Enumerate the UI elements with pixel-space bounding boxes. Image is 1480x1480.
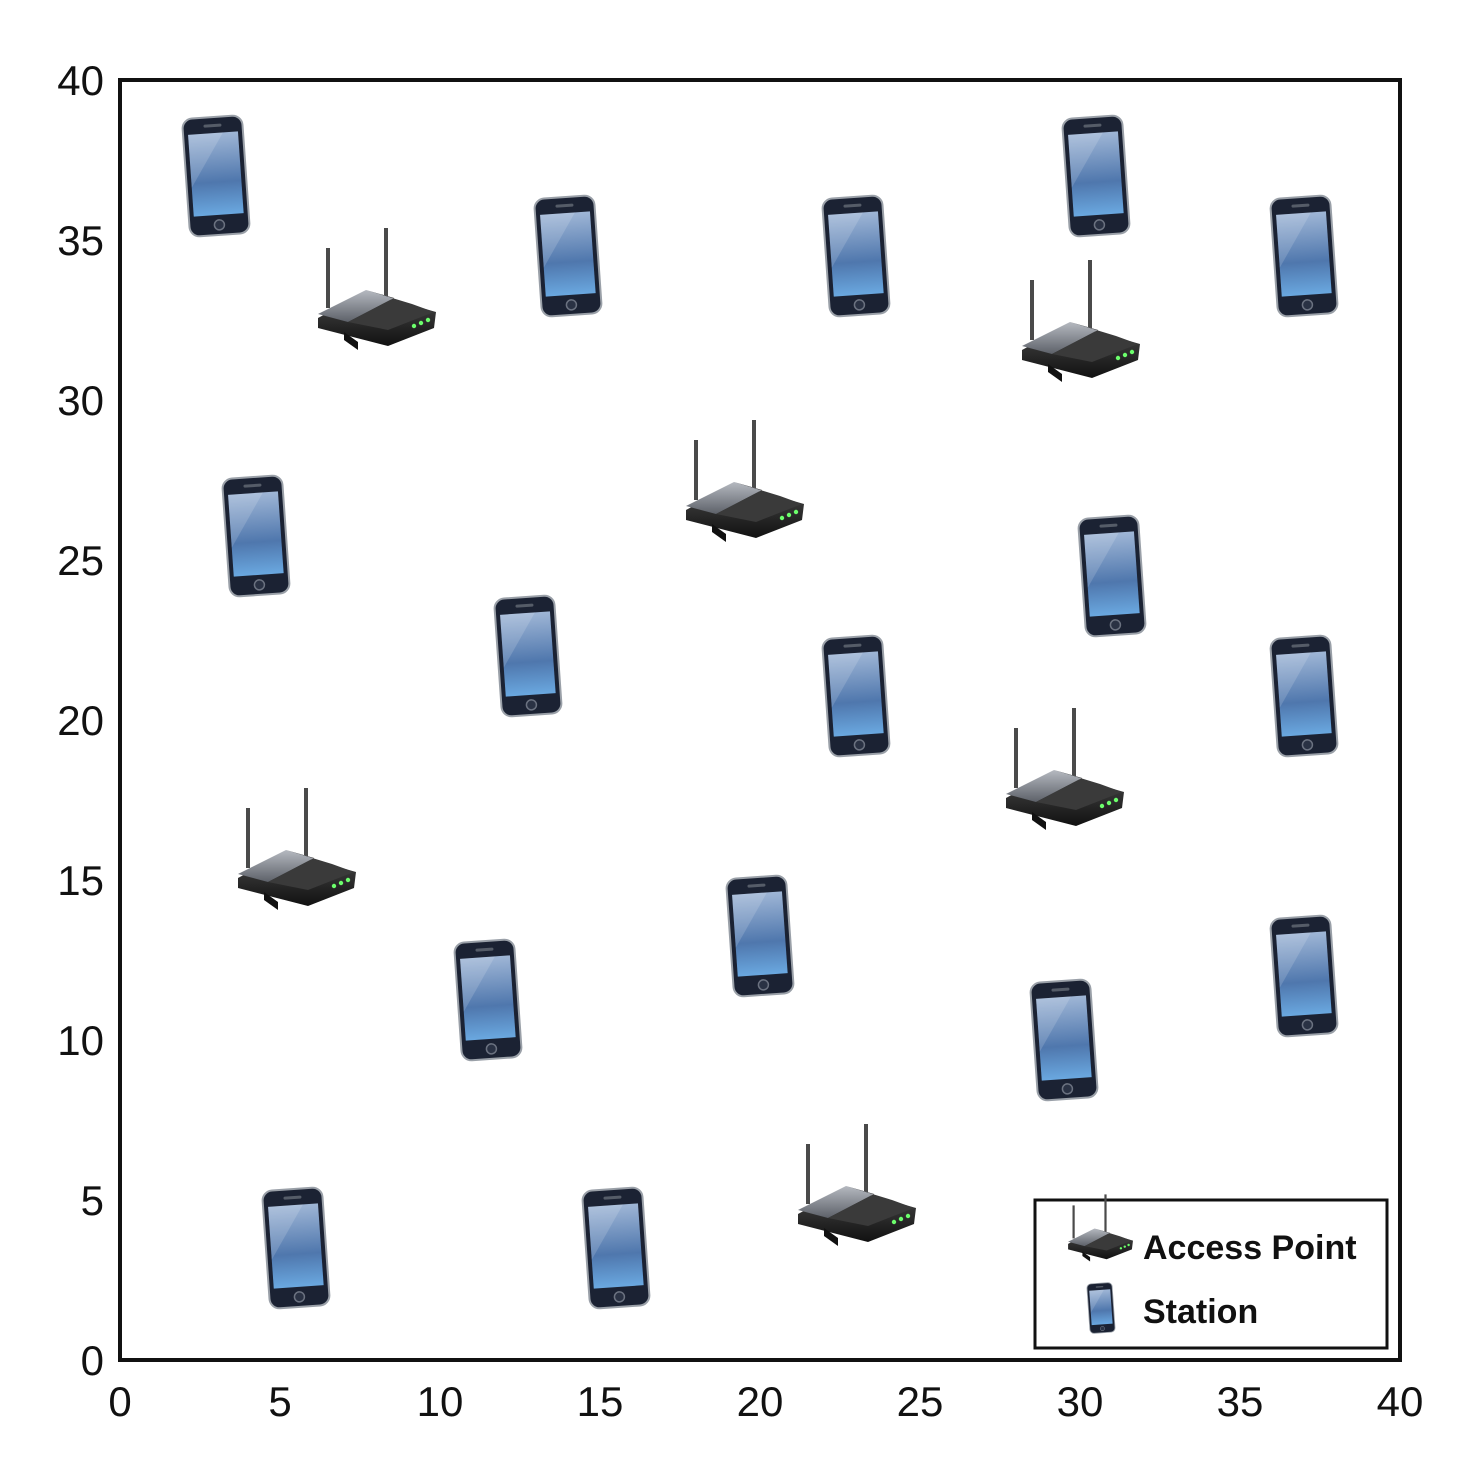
station-marker xyxy=(180,114,252,238)
x-tick-label: 30 xyxy=(1057,1378,1104,1425)
x-axis-ticks: 0 5 10 15 20 25 30 35 40 xyxy=(108,1378,1423,1425)
y-axis-ticks: 0 5 10 15 20 25 30 35 40 xyxy=(57,57,104,1384)
y-tick-label: 20 xyxy=(57,697,104,744)
y-tick-label: 10 xyxy=(57,1017,104,1064)
y-tick-label: 40 xyxy=(57,57,104,104)
x-tick-label: 0 xyxy=(108,1378,131,1425)
x-tick-label: 35 xyxy=(1217,1378,1264,1425)
station-marker xyxy=(820,634,892,758)
legend-label-access-point: Access Point xyxy=(1143,1229,1357,1267)
station-marker xyxy=(580,1186,652,1310)
x-tick-label: 20 xyxy=(737,1378,784,1425)
y-tick-label: 30 xyxy=(57,377,104,424)
y-tick-label: 5 xyxy=(81,1177,104,1224)
plot-area-frame xyxy=(118,78,1402,1362)
station-marker xyxy=(1268,194,1340,318)
legend-station-icon xyxy=(1086,1281,1116,1335)
x-tick-label: 10 xyxy=(417,1378,464,1425)
station-marker xyxy=(820,194,892,318)
station-marker xyxy=(532,194,604,318)
x-tick-label: 5 xyxy=(268,1378,291,1425)
station-marker xyxy=(260,1186,332,1310)
station-marker xyxy=(1268,634,1340,758)
station-marker xyxy=(1060,114,1132,238)
station-marker xyxy=(492,594,564,718)
x-tick-label: 25 xyxy=(897,1378,944,1425)
station-marker xyxy=(1076,514,1148,638)
y-tick-label: 15 xyxy=(57,857,104,904)
station-marker xyxy=(1268,914,1340,1038)
station-marker xyxy=(724,874,796,998)
y-tick-label: 0 xyxy=(81,1337,104,1384)
legend: Access Point Station xyxy=(1033,1194,1389,1350)
y-tick-label: 25 xyxy=(57,537,104,584)
station-marker xyxy=(1028,978,1100,1102)
x-tick-label: 15 xyxy=(577,1378,624,1425)
station-marker xyxy=(452,938,524,1062)
legend-label-station: Station xyxy=(1143,1293,1258,1331)
x-tick-label: 40 xyxy=(1377,1378,1424,1425)
station-marker xyxy=(220,474,292,598)
y-tick-label: 35 xyxy=(57,217,104,264)
